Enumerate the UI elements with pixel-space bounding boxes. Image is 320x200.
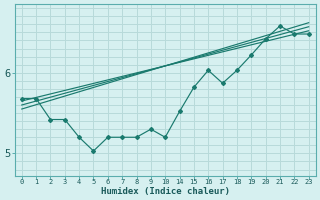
X-axis label: Humidex (Indice chaleur): Humidex (Indice chaleur) — [101, 187, 230, 196]
